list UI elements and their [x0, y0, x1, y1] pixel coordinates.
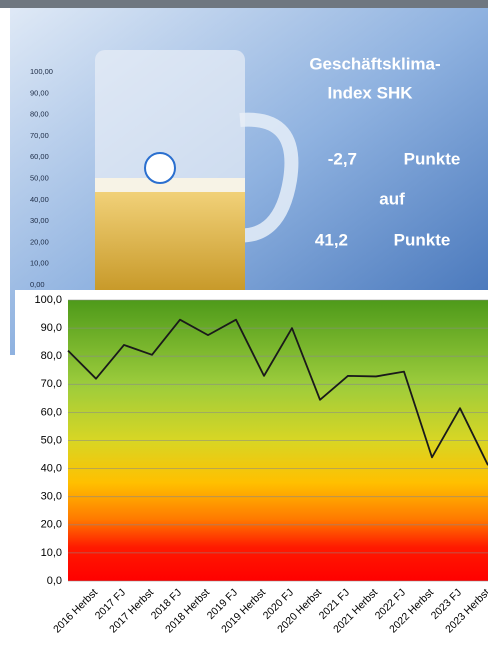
- y-tick-label: 30,0: [41, 491, 62, 503]
- banner-scale-label: 90,00: [30, 88, 49, 97]
- y-tick-label: 90,0: [41, 322, 62, 334]
- banner-scale-label: 100,00: [30, 67, 53, 76]
- y-tick-label: 40,0: [41, 463, 62, 475]
- banner-scale-label: 70,00: [30, 131, 49, 140]
- banner-scale-label: 0,00: [30, 280, 45, 289]
- y-tick-label: 0,0: [47, 575, 62, 587]
- y-tick-label: 100,0: [34, 294, 62, 306]
- page: 100,00 90,00 80,00 70,00 60,00 50,00 40,00 30,0…: [0, 0, 488, 659]
- banner-scale-label: 30,00: [30, 216, 49, 225]
- banner-scale-label: 20,00: [30, 237, 49, 246]
- top-bar: [0, 0, 488, 8]
- y-tick-label: 80,0: [41, 350, 62, 362]
- y-tick-label: 60,0: [41, 406, 62, 418]
- banner-scale-label: 50,00: [30, 173, 49, 182]
- banner-connector: auf: [379, 189, 405, 208]
- banner-scale-label: 40,00: [30, 195, 49, 204]
- banner-change: -2,7: [328, 149, 357, 168]
- y-tick-label: 10,0: [41, 547, 62, 559]
- banner-scale-label: 60,00: [30, 152, 49, 161]
- banner-unit: Punkte: [404, 149, 461, 168]
- banner-scale-label: 80,00: [30, 110, 49, 119]
- banner-scale-label: 10,00: [30, 259, 49, 268]
- banner-level: 41,2: [315, 230, 348, 249]
- y-tick-label: 70,0: [41, 378, 62, 390]
- banner-title: Index SHK: [327, 83, 413, 102]
- banner-unit: Punkte: [394, 230, 451, 249]
- y-tick-label: 50,0: [41, 434, 62, 446]
- banner-title: Geschäftsklima-: [309, 54, 440, 73]
- y-tick-label: 20,0: [41, 519, 62, 531]
